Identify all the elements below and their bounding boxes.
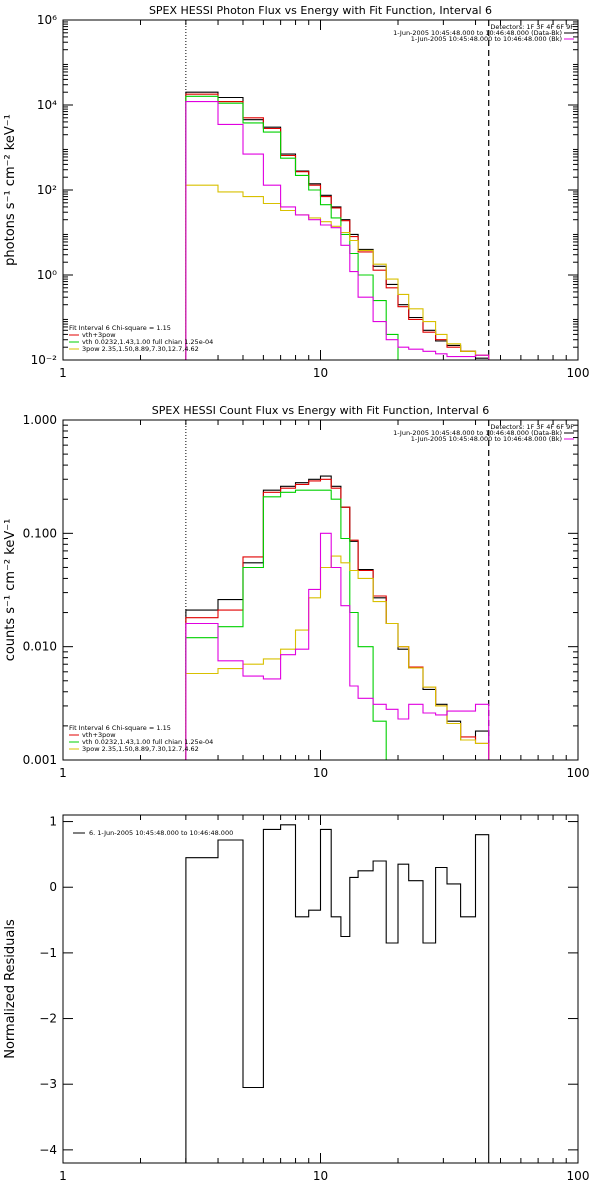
series-line-vth: [185, 489, 489, 761]
x-tick-label: 100: [567, 766, 590, 780]
info-line: 1-Jun-2005 10:45:48.000 to 10:46:48.000 …: [411, 435, 562, 443]
y-tick-label: 0.100: [23, 526, 57, 540]
panel-3: Normalized Residuals 1 10 100 −4 −3 −2 −1 0 1 6. 1…: [3, 814, 590, 1183]
legend-title: Fit Interval 6 Chi-square = 1.15: [69, 724, 171, 732]
x-tick-label: 10: [313, 1169, 328, 1183]
x-tick-label: 10: [313, 766, 328, 780]
y-tick-label: −1: [39, 946, 57, 960]
x-tick-label: 1: [59, 366, 67, 380]
y-axis-label: photons s⁻¹ cm⁻² keV⁻¹: [3, 114, 18, 266]
legend-entry: 3pow 2.35,1.50,8.89,7.30,12.7,4.62: [82, 745, 199, 753]
legend-entry: vth+3pow: [82, 331, 116, 339]
fit-legend: Fit Interval 6 Chi-square = 1.15vth+3pow…: [69, 724, 213, 753]
series-line-bk: [185, 101, 490, 360]
info-line: Detectors: 1F 3F 4F 6F 9F: [490, 423, 574, 431]
series-line-3pow: [185, 555, 490, 760]
y-tick-label: 10⁶: [37, 13, 57, 27]
y-axis-label: counts s⁻¹ cm⁻² keV⁻¹: [3, 519, 18, 662]
panel-2: SPEX HESSI Count Flux vs Energy with Fit…: [3, 404, 589, 780]
y-axis-label: Normalized Residuals: [3, 919, 18, 1059]
y-tick-label: 10²: [37, 183, 57, 197]
series-line-data-bk: [185, 91, 490, 360]
legend-title: Fit Interval 6 Chi-square = 1.15: [69, 324, 171, 332]
legend-entry: vth 0.0232,1.43,1.00 full chian 1.25e-04: [82, 338, 213, 346]
y-tick-label: 0.001: [23, 753, 57, 767]
info-line: 1-Jun-2005 10:45:48.000 to 10:46:48.000 …: [393, 429, 562, 437]
y-tick-label: 1.000: [23, 413, 57, 427]
series-line-bk: [185, 532, 490, 760]
x-tick-label: 10: [313, 366, 328, 380]
x-tick-label: 100: [567, 366, 590, 380]
x-tick-label: 1: [59, 1169, 67, 1183]
legend-entry: 3pow 2.35,1.50,8.89,7.30,12.7,4.62: [82, 345, 199, 353]
y-tick-label: −2: [39, 1012, 57, 1026]
info-block: Detectors: 1F 3F 4F 6F 9F1-Jun-2005 10:4…: [393, 423, 574, 443]
x-tick-label: 1: [59, 766, 67, 780]
series-line-3pow: [185, 184, 490, 360]
plot-frame: [62, 419, 579, 761]
residual-legend: 6. 1-Jun-2005 10:45:48.000 to 10:46:48.0…: [73, 829, 233, 837]
info-line: 1-Jun-2005 10:45:48.000 to 10:46:48.000 …: [411, 35, 562, 43]
series-line-6-1-jun-2005-10-45-48-000-to-10-46-48-000: [185, 824, 490, 1163]
y-tick-label: 0: [49, 880, 57, 894]
legend-entry: vth+3pow: [82, 731, 116, 739]
series-line-data-bk: [185, 475, 490, 760]
chart-title: SPEX HESSI Photon Flux vs Energy with Fi…: [149, 4, 492, 17]
fit-legend: Fit Interval 6 Chi-square = 1.15vth+3pow…: [69, 324, 213, 353]
y-tick-label: 10⁰: [37, 268, 57, 282]
info-block: Detectors: 1F 3F 4F 6F 9F1-Jun-2005 10:4…: [393, 23, 574, 43]
x-tick-label: 100: [567, 1169, 590, 1183]
series-line-vth-3pow: [185, 93, 490, 360]
info-line: 1-Jun-2005 10:45:48.000 to 10:46:48.000 …: [393, 29, 562, 37]
y-tick-label: 10⁴: [37, 98, 57, 112]
y-tick-label: 1: [49, 815, 57, 829]
legend-entry: vth 0.0232,1.43,1.00 full chian 1.25e-04: [82, 738, 213, 746]
info-line: Detectors: 1F 3F 4F 6F 9F: [490, 23, 574, 31]
y-tick-label: 0.010: [23, 640, 57, 654]
y-tick-label: 10⁻²: [31, 353, 58, 367]
legend-entry: 6. 1-Jun-2005 10:45:48.000 to 10:46:48.0…: [89, 829, 233, 837]
plot-frame: [62, 814, 579, 1164]
series-line-vth-3pow: [185, 478, 490, 760]
plot-frame: [62, 19, 579, 361]
y-tick-label: −3: [39, 1077, 57, 1091]
y-tick-label: −4: [39, 1143, 57, 1157]
panel-1: SPEX HESSI Photon Flux vs Energy with Fi…: [3, 4, 589, 380]
chart-title: SPEX HESSI Count Flux vs Energy with Fit…: [152, 404, 489, 417]
